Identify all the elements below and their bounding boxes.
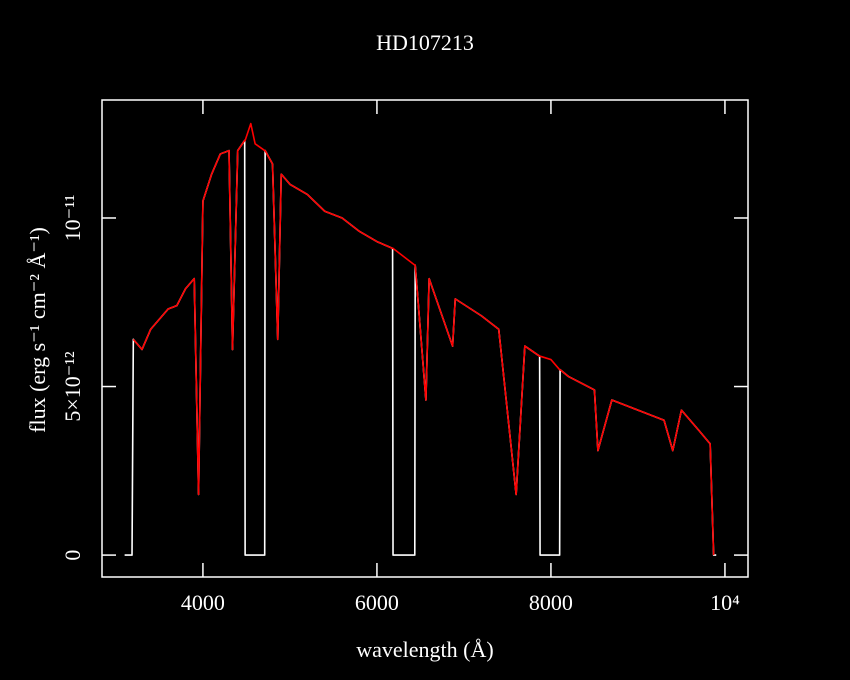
chart-title: HD107213 — [376, 30, 474, 55]
y-tick-label: 5×10⁻¹² — [60, 351, 85, 422]
x-tick-label: 10⁴ — [710, 590, 740, 615]
x-tick-label: 4000 — [181, 590, 225, 615]
plot-frame — [101, 99, 749, 578]
y-tick-label: 0 — [60, 550, 85, 561]
y-tick-label: 10⁻¹¹ — [60, 195, 85, 242]
y-axis-label: flux (erg s⁻¹ cm⁻² Å⁻¹) — [25, 227, 50, 433]
x-tick-label: 8000 — [529, 590, 573, 615]
x-tick-label: 6000 — [355, 590, 399, 615]
x-axis-label: wavelength (Å) — [356, 637, 493, 662]
spectrum-line — [132, 122, 715, 556]
